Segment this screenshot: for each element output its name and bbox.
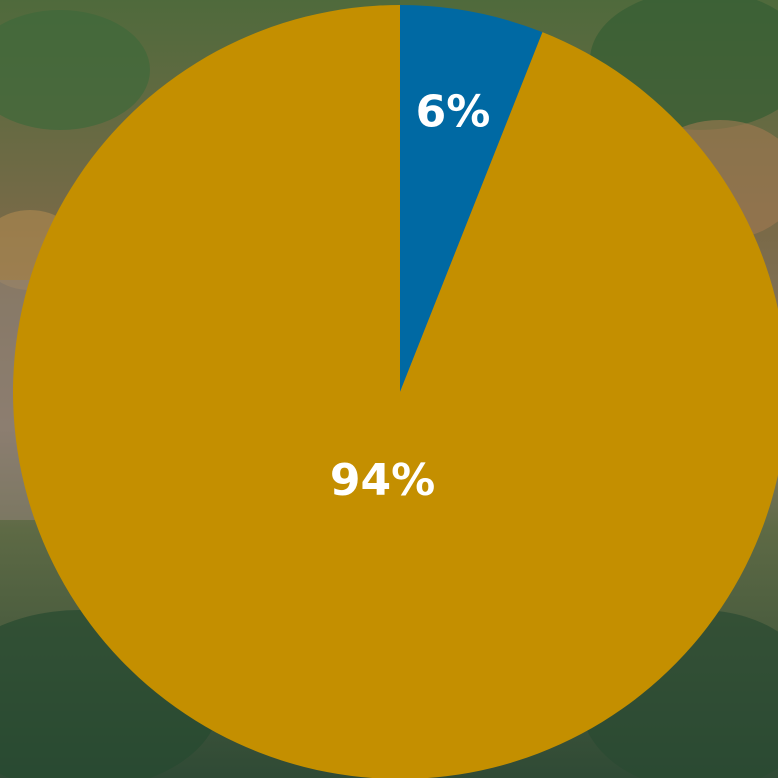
pie-slice [400, 5, 543, 392]
pie-slice [13, 5, 778, 778]
pie: 6% 94% [13, 5, 778, 778]
slice-label: 94% [330, 455, 435, 506]
slice-label: 6% [416, 86, 491, 137]
